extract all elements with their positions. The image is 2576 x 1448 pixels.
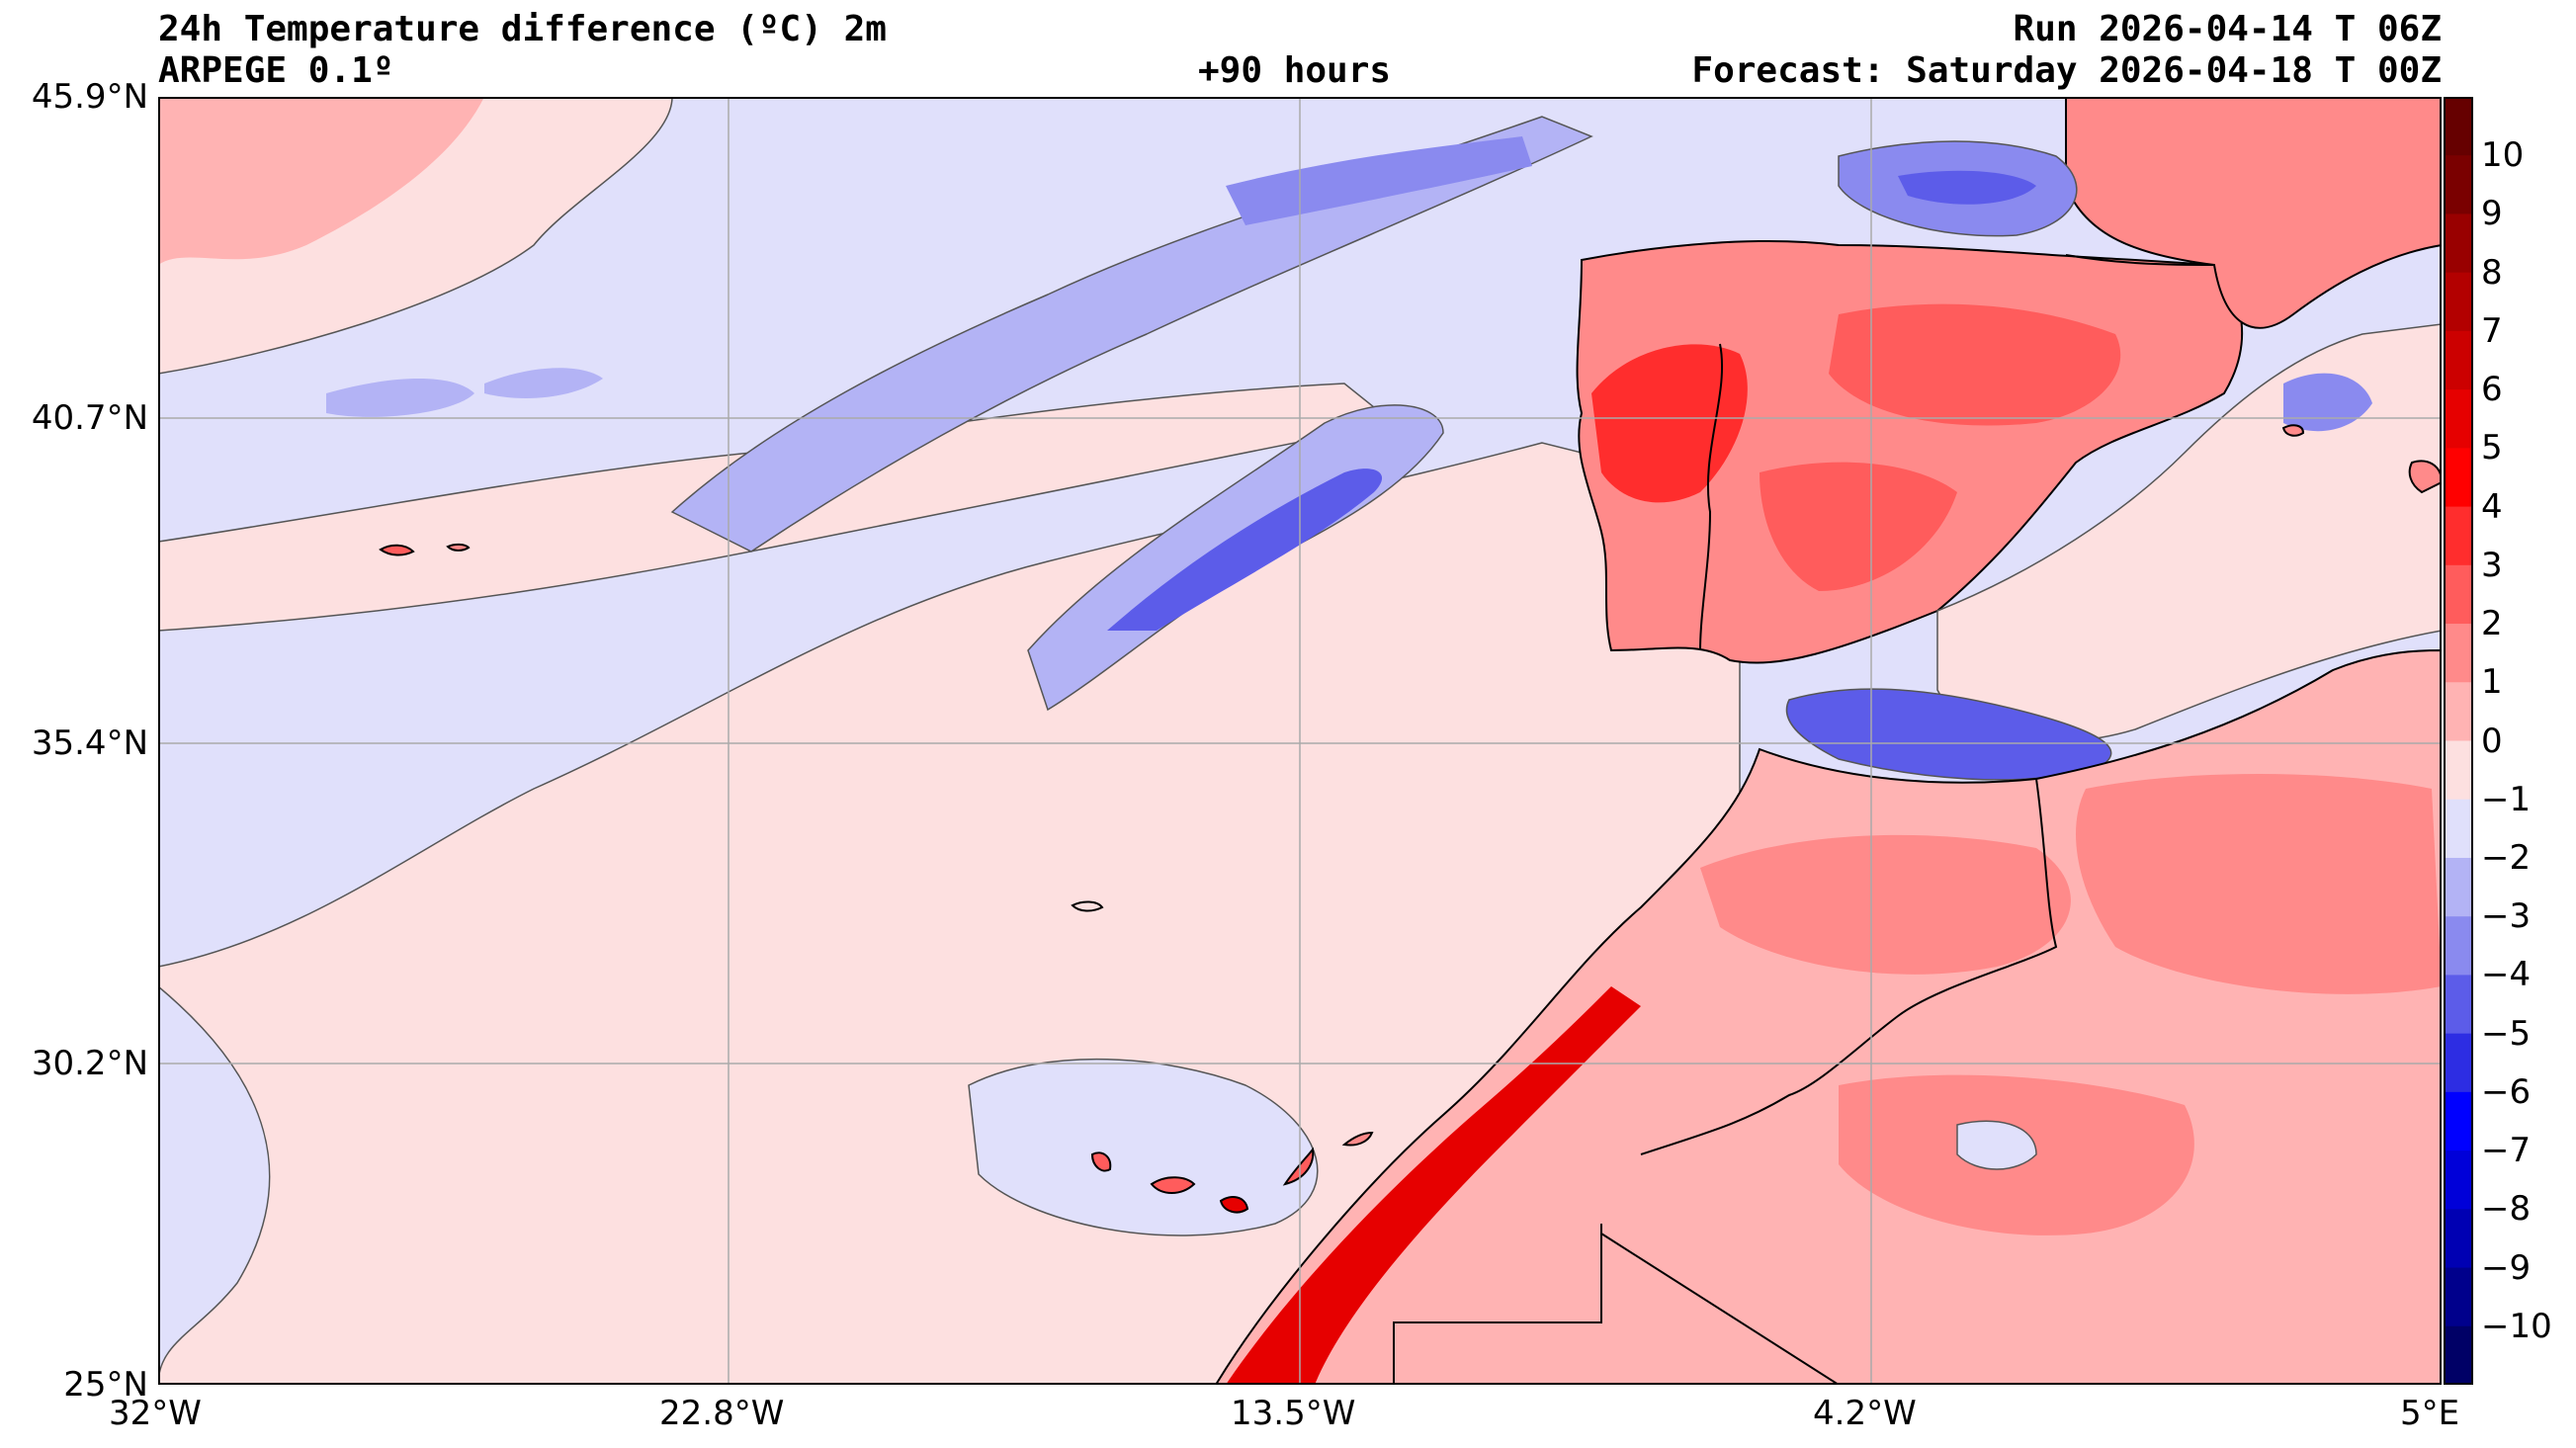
border-spain-portugal — [1699, 343, 1724, 651]
colorbar-tick-label: 0 — [2481, 721, 2503, 761]
warm-patch-iberia-se — [1760, 462, 1957, 591]
lat-label-2: 40.7°N — [31, 398, 148, 438]
temperature-difference-map — [158, 97, 2442, 1385]
colorbar-band — [2444, 857, 2473, 917]
island-canary-3 — [1219, 1196, 1249, 1214]
colorbar-band — [2444, 799, 2473, 859]
island-balearic — [2281, 424, 2305, 437]
colorbar-band — [2444, 564, 2473, 625]
lat-label-4: 30.2°N — [31, 1044, 148, 1083]
colorbar-tick-label: 10 — [2481, 135, 2525, 176]
colorbar-band — [2444, 1325, 2473, 1385]
colorbar-band — [2444, 1091, 2473, 1151]
colorbar-band — [2444, 155, 2473, 214]
colorbar-band — [2444, 272, 2473, 332]
colorbar-band — [2444, 506, 2473, 566]
lon-label-2: 22.8°W — [659, 1394, 785, 1433]
colorbar — [2444, 97, 2473, 1385]
border-spain-france — [2065, 254, 2215, 266]
warm-patch-atlas — [1700, 834, 2071, 975]
colorbar-tick-label: 3 — [2481, 545, 2503, 585]
lon-label-1: 32°W — [109, 1394, 202, 1433]
map-gridlines — [158, 97, 2442, 1385]
colorbar-band — [2444, 1150, 2473, 1210]
cool-patch-balearic — [2283, 373, 2372, 432]
colorbar-band — [2444, 1267, 2473, 1327]
lead-time-label: +90 hours — [1198, 50, 1392, 91]
island-azores-1 — [379, 544, 415, 556]
map-frame — [158, 97, 2442, 1385]
colorbar-band — [2444, 97, 2473, 156]
colorbar-band — [2444, 740, 2473, 801]
island-canary-2 — [1150, 1176, 1196, 1194]
forecast-label: Forecast: Saturday 2026-04-18 T 00Z — [1691, 50, 2442, 91]
colorbar-band — [2444, 213, 2473, 274]
cool-core-biscay — [1898, 170, 2036, 205]
cool-patch-south — [158, 985, 271, 1385]
colorbar-tick-label: −9 — [2481, 1247, 2532, 1288]
colorbar-tick-label: 2 — [2481, 604, 2503, 644]
colorbar-band — [2444, 975, 2473, 1035]
colorbar-band — [2444, 448, 2473, 508]
warm-band-coast — [1226, 986, 1641, 1385]
colorbar-tick-label: 7 — [2481, 310, 2503, 351]
map-title: 24h Temperature difference (ºC) 2m — [158, 9, 887, 49]
island-canary-1 — [1090, 1151, 1112, 1172]
island-azores-2 — [446, 543, 471, 552]
cool-patch-desert — [1956, 1120, 2037, 1170]
cool-streak-1 — [670, 116, 1593, 553]
colorbar-tick-label: −7 — [2481, 1131, 2532, 1171]
colorbar-tick-label: −2 — [2481, 837, 2532, 878]
lon-label-5: 5°E — [2400, 1394, 2460, 1433]
colorbar-tick-label: 5 — [2481, 428, 2503, 468]
border-mauritania — [1600, 1233, 1840, 1385]
colorbar-tick-label: −1 — [2481, 779, 2532, 819]
lon-label-3: 13.5°W — [1231, 1394, 1356, 1433]
colorbar-tick-label: −5 — [2481, 1013, 2532, 1054]
cool-patch-west-2 — [484, 368, 603, 398]
land-france — [2065, 97, 2442, 329]
colorbar-frame — [2444, 97, 2473, 1385]
colorbar-band — [2444, 682, 2473, 741]
colorbar-tick-label: 9 — [2481, 194, 2503, 234]
colorbar-band — [2444, 624, 2473, 683]
warm-patch-sahara-e — [2076, 774, 2442, 994]
colorbar-tick-label: −6 — [2481, 1071, 2532, 1112]
colorbar-tick-label: −10 — [2481, 1306, 2552, 1346]
border-morocco-algeria — [1640, 778, 2058, 1155]
island-madeira — [1071, 900, 1104, 912]
island-canary-5 — [1341, 1131, 1374, 1147]
colorbar-band — [2444, 1033, 2473, 1093]
lat-label-1: 45.9°N — [31, 77, 148, 117]
run-label: Run 2026-04-14 T 06Z — [2013, 9, 2442, 49]
warm-patch-nw — [158, 97, 484, 265]
colorbar-tick-label: 6 — [2481, 370, 2503, 410]
cool-core-2 — [1107, 468, 1383, 631]
colorbar-tick-label: −4 — [2481, 955, 2532, 995]
cool-patch-west — [326, 379, 474, 417]
island-sardinia — [2408, 460, 2442, 494]
lon-label-4: 4.2°W — [1813, 1394, 1917, 1433]
colorbar-band — [2444, 916, 2473, 976]
cool-patch-canaries — [968, 1058, 1319, 1236]
colorbar-band — [2444, 330, 2473, 390]
border-western-sahara — [1393, 1224, 1602, 1385]
lat-label-3: 35.4°N — [31, 724, 148, 763]
colorbar-band — [2444, 389, 2473, 449]
model-label: ARPEGE 0.1º — [158, 50, 394, 91]
colorbar-band — [2444, 1209, 2473, 1269]
colorbar-tick-label: 8 — [2481, 252, 2503, 293]
lat-label-5: 25°N — [63, 1365, 148, 1405]
colorbar-tick-label: −8 — [2481, 1189, 2532, 1230]
colorbar-tick-label: 1 — [2481, 662, 2503, 703]
cool-core-north — [1226, 136, 1532, 225]
warm-core-iberia — [1829, 303, 2121, 426]
colorbar-tick-label: −3 — [2481, 896, 2532, 937]
colorbar-tick-label: 4 — [2481, 486, 2503, 527]
